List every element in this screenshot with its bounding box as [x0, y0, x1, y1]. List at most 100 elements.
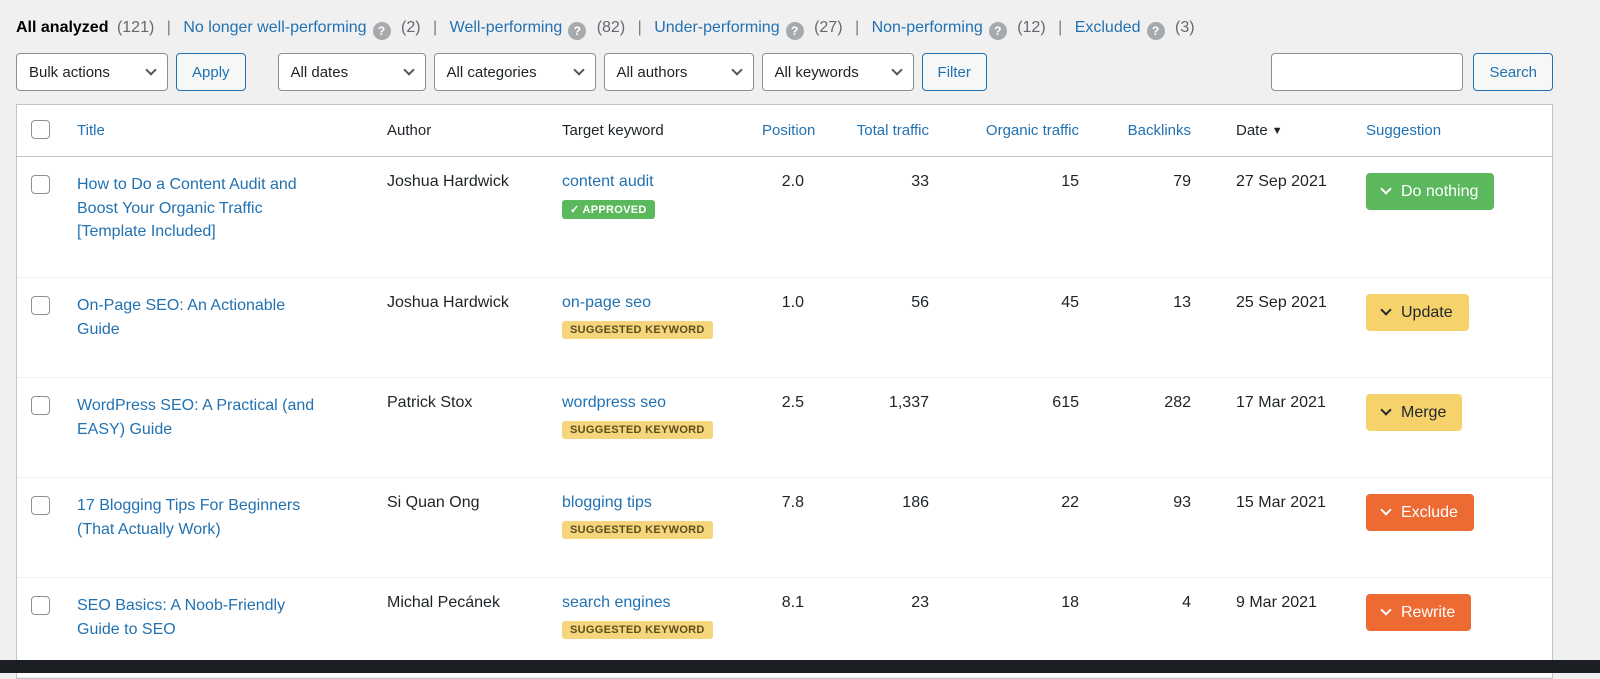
suggested-keyword-badge: SUGGESTED KEYWORD — [562, 621, 713, 640]
target-keyword-link[interactable]: wordpress seo — [562, 394, 667, 412]
suggestion-label: Do nothing — [1401, 182, 1479, 200]
select-all-checkbox[interactable] — [31, 120, 50, 140]
separator: | — [166, 19, 171, 36]
column-header-title[interactable]: Title — [67, 105, 377, 158]
post-title-link[interactable]: How to Do a Content Audit and Boost Your… — [77, 176, 297, 240]
view-link-under-performing[interactable]: Under-performing — [654, 19, 780, 36]
view-count: (12) — [1017, 19, 1046, 36]
keywords-filter-select[interactable]: All keywords — [761, 53, 914, 92]
suggested-keyword-badge: SUGGESTED KEYWORD — [562, 421, 713, 440]
separator: | — [433, 19, 438, 36]
view-link-well-performing[interactable]: Well-performing — [449, 19, 563, 36]
bulk-actions-select[interactable]: Bulk actions — [16, 53, 168, 92]
suggestion-button[interactable]: Merge — [1366, 394, 1463, 432]
chevron-down-icon — [730, 64, 743, 77]
column-header-organic-traffic[interactable]: Organic traffic — [939, 105, 1089, 158]
post-title-link[interactable]: WordPress SEO: A Practical (and EASY) Gu… — [77, 397, 315, 438]
view-all-analyzed: All analyzed (121) — [16, 19, 159, 36]
suggestion-button[interactable]: Exclude — [1366, 494, 1474, 532]
backlinks-value: 13 — [1089, 277, 1201, 379]
dates-filter-select[interactable]: All dates — [277, 53, 426, 92]
bottom-window-edge — [0, 660, 1600, 673]
chevron-down-icon — [1380, 404, 1392, 417]
view-link-excluded[interactable]: Excluded — [1074, 19, 1141, 36]
categories-filter-select[interactable]: All categories — [433, 53, 596, 92]
search-area: Search — [1271, 53, 1553, 92]
suggestion-button[interactable]: Rewrite — [1366, 594, 1472, 632]
view-non-performing: Non-performing? (12) — [871, 19, 1051, 41]
post-title-link[interactable]: 17 Blogging Tips For Beginners (That Act… — [77, 497, 301, 538]
chevron-down-icon — [402, 64, 415, 77]
help-icon[interactable]: ? — [988, 22, 1007, 41]
search-button[interactable]: Search — [1473, 53, 1553, 92]
suggestion-button[interactable]: Do nothing — [1366, 173, 1495, 211]
view-excluded: Excluded? (3) — [1074, 19, 1195, 41]
view-no-longer-well-performing: No longer well-performing? (2) — [183, 19, 425, 41]
suggested-keyword-badge: SUGGESTED KEYWORD — [562, 521, 713, 540]
help-icon[interactable]: ? — [785, 22, 804, 41]
position-value: 2.5 — [752, 377, 814, 479]
date-value: 17 Mar 2021 — [1201, 377, 1356, 479]
row-checkbox[interactable] — [31, 496, 50, 516]
chevron-down-icon — [1380, 504, 1392, 517]
view-count: (27) — [814, 19, 843, 36]
view-link-all-analyzed[interactable]: All analyzed — [16, 19, 109, 36]
keywords-filter-label: All keywords — [774, 63, 859, 81]
toolbar: Bulk actions Apply All dates All categor… — [16, 53, 1553, 92]
column-header-target-keyword: Target keyword — [552, 105, 752, 158]
post-author: Joshua Hardwick — [387, 173, 509, 191]
chevron-down-icon — [1380, 183, 1392, 196]
separator: | — [854, 19, 860, 36]
column-header-author: Author — [377, 105, 552, 158]
table-row: On-Page SEO: An Actionable Guide Joshua … — [17, 277, 1552, 379]
target-keyword-link[interactable]: blogging tips — [562, 494, 652, 512]
view-link-no-longer-well-performing[interactable]: No longer well-performing — [183, 19, 367, 36]
target-keyword-link[interactable]: on-page seo — [562, 294, 651, 312]
backlinks-value: 282 — [1089, 377, 1201, 479]
position-value: 2.0 — [752, 156, 814, 279]
view-link-non-performing[interactable]: Non-performing — [871, 19, 983, 36]
target-keyword-link[interactable]: search engines — [562, 594, 671, 612]
target-keyword-link[interactable]: content audit — [562, 173, 654, 191]
post-author: Joshua Hardwick — [387, 294, 509, 312]
row-checkbox[interactable] — [31, 396, 50, 416]
suggestion-label: Update — [1401, 303, 1453, 321]
post-title-link[interactable]: SEO Basics: A Noob-Friendly Guide to SEO — [77, 597, 286, 638]
filter-button[interactable]: Filter — [921, 53, 987, 92]
post-title-link[interactable]: On-Page SEO: An Actionable Guide — [77, 297, 286, 338]
chevron-down-icon — [1380, 304, 1392, 317]
separator: | — [1058, 19, 1063, 36]
help-icon[interactable]: ? — [568, 22, 587, 41]
posts-table: Title Author Target keyword Position Tot… — [16, 104, 1553, 679]
suggestion-label: Merge — [1401, 403, 1447, 421]
position-value: 1.0 — [752, 277, 814, 379]
authors-filter-select[interactable]: All authors — [603, 53, 754, 92]
help-icon[interactable]: ? — [1146, 22, 1165, 41]
view-under-performing: Under-performing? (27) — [654, 19, 847, 41]
organic-traffic-value: 15 — [939, 156, 1089, 279]
authors-filter-label: All authors — [616, 63, 688, 81]
backlinks-value: 93 — [1089, 477, 1201, 579]
sort-desc-icon: ▼ — [1271, 125, 1283, 138]
suggested-keyword-badge: SUGGESTED KEYWORD — [562, 321, 713, 340]
post-author: Patrick Stox — [387, 394, 473, 412]
table-row: How to Do a Content Audit and Boost Your… — [17, 156, 1552, 279]
column-header-position[interactable]: Position — [752, 105, 815, 158]
column-header-backlinks[interactable]: Backlinks — [1089, 105, 1201, 158]
column-header-date[interactable]: Date ▼ — [1201, 105, 1356, 158]
column-header-total-traffic[interactable]: Total traffic — [814, 105, 939, 158]
search-input[interactable] — [1271, 53, 1464, 92]
suggestion-button[interactable]: Update — [1366, 294, 1469, 332]
categories-filter-label: All categories — [446, 63, 537, 81]
date-value: 27 Sep 2021 — [1201, 156, 1356, 279]
date-value: 25 Sep 2021 — [1201, 277, 1356, 379]
suggestion-label: Exclude — [1401, 503, 1458, 521]
help-icon[interactable]: ? — [372, 22, 391, 41]
apply-button[interactable]: Apply — [176, 53, 246, 92]
column-header-suggestion[interactable]: Suggestion — [1356, 105, 1552, 158]
row-checkbox[interactable] — [31, 596, 50, 616]
total-traffic-value: 1,337 — [814, 377, 939, 479]
row-checkbox[interactable] — [31, 296, 50, 316]
row-checkbox[interactable] — [31, 175, 50, 195]
status-filter-bar: All analyzed (121) | No longer well-perf… — [0, 0, 1600, 41]
